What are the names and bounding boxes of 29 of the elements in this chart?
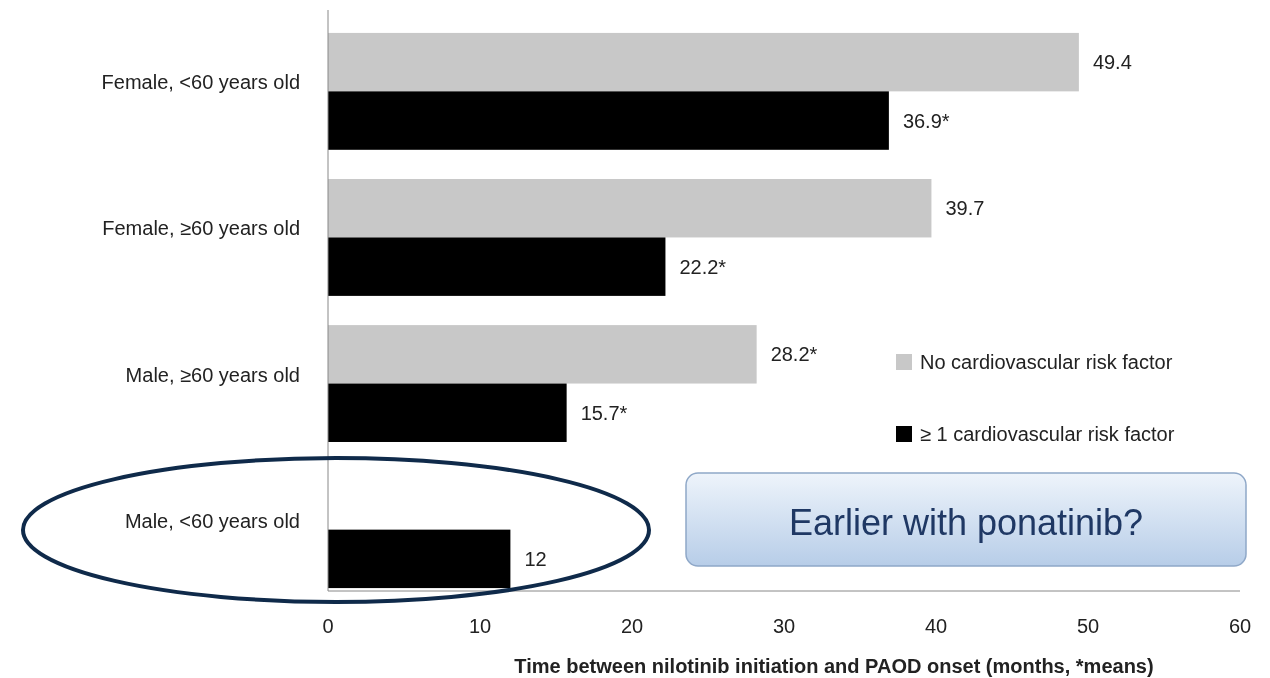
data-label: 36.9*	[902, 109, 950, 132]
bar	[328, 237, 666, 296]
bar	[328, 91, 889, 150]
bar	[328, 325, 757, 384]
data-label: 22.2*	[679, 255, 727, 278]
data-label: 12	[524, 547, 547, 570]
x-tick-label: 30	[772, 615, 796, 637]
x-tick-label: 0	[322, 615, 334, 637]
x-tick-label: 10	[468, 615, 492, 637]
data-label: 39.7	[945, 197, 985, 220]
annotation: Earlier with ponatinib?	[788, 502, 1144, 543]
legend-label: No cardiovascular risk factor	[920, 351, 1173, 373]
x-tick-label: 40	[924, 615, 948, 637]
data-label: 28.2*	[770, 343, 818, 366]
bar	[328, 179, 932, 238]
data-label: 49.4	[1092, 51, 1132, 74]
y-tick-label: Male, ≥60 years old	[125, 363, 300, 386]
bar	[328, 32, 1079, 92]
y-tick-label: Female, ≥60 years old	[102, 217, 300, 240]
x-axis-title: Time between nilotinib initiation and PAOD onset (months, *means)	[514, 655, 1154, 677]
x-tick-label: 60	[1228, 615, 1252, 637]
x-tick-label: 20	[620, 615, 644, 637]
x-tick-label: 50	[1076, 615, 1100, 637]
y-tick-label: Female, <60 years old	[101, 71, 300, 94]
legend-label: ≥ 1 cardiovascular risk factor	[920, 423, 1175, 445]
bar	[328, 529, 511, 589]
data-label: 15.7*	[580, 401, 628, 424]
y-tick-label: Male, <60 years old	[124, 509, 300, 532]
bar	[328, 383, 567, 442]
